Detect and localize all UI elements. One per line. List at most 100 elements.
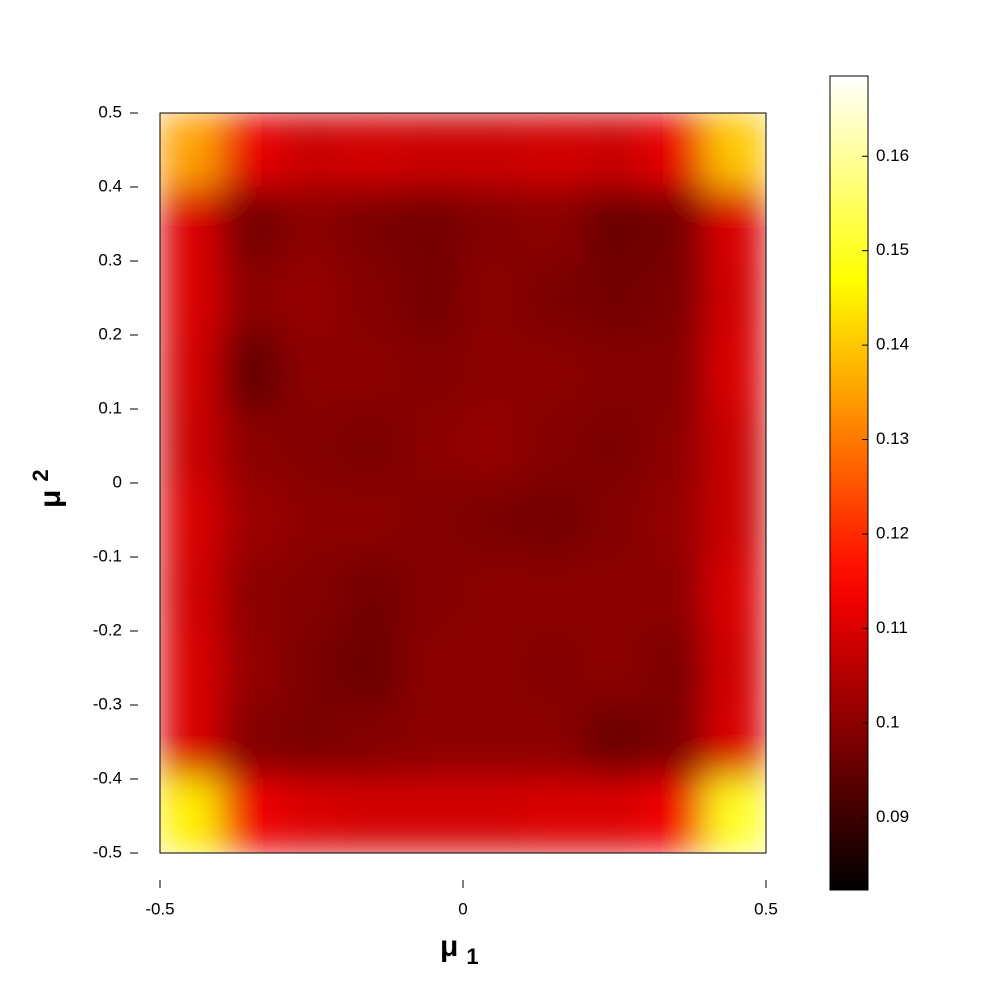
colorbar-tick-label: 0.16 [876, 146, 909, 165]
heatmap-cell [220, 482, 282, 558]
heatmap-cell [341, 704, 403, 780]
heatmap-cell [280, 704, 343, 780]
x-label-subscript: 1 [466, 944, 478, 969]
x-tick-label: 0 [458, 899, 467, 918]
heatmap-cell [704, 186, 766, 262]
heatmap-cell [341, 408, 403, 484]
y-tick-label: 0.3 [98, 250, 122, 269]
heatmap-cell [160, 186, 222, 262]
heatmap-cell [280, 482, 343, 558]
heatmap-cell [160, 334, 222, 410]
heatmap-cell [583, 778, 646, 853]
heatmap-cell [280, 408, 343, 484]
heatmap-cell [220, 260, 282, 336]
heatmap-cell [341, 482, 403, 558]
heatmap-area [160, 113, 766, 853]
y-label-subscript: 2 [28, 469, 53, 481]
heatmap-cell [280, 556, 343, 632]
heatmap-cell [704, 260, 766, 336]
heatmap-cell [341, 260, 403, 336]
heatmap-cell [401, 186, 464, 262]
y-label-symbol: μ [34, 490, 67, 508]
heatmap-cell [704, 778, 766, 853]
y-tick-label: 0.2 [98, 324, 122, 343]
heatmap-cell [644, 630, 706, 706]
heatmap-cell [704, 630, 766, 706]
heatmap-cell [462, 334, 525, 410]
y-tick-label: 0.4 [98, 176, 122, 195]
heatmap-cell [462, 408, 525, 484]
heatmap-cell [704, 556, 766, 632]
heatmap-cell [160, 778, 222, 853]
heatmap-cell [280, 630, 343, 706]
y-tick-label: 0 [113, 472, 122, 491]
heatmap-cell [523, 630, 585, 706]
heatmap-cell [644, 113, 706, 188]
heatmap-cell [704, 408, 766, 484]
heatmap-cell [704, 334, 766, 410]
y-tick-label: -0.2 [93, 620, 122, 639]
colorbar-tick-label: 0.11 [876, 618, 908, 637]
y-tick-label: 0.5 [98, 102, 122, 121]
heatmap-cell [704, 482, 766, 558]
heatmap-cell [523, 482, 585, 558]
heatmap-cell [341, 113, 403, 188]
heatmap-cell [160, 556, 222, 632]
heatmap-cell [280, 186, 343, 262]
y-tick-label: -0.1 [93, 546, 122, 565]
heatmap-cell [583, 186, 646, 262]
heatmap-cell [220, 113, 282, 188]
y-axis-label: μ2 [28, 469, 67, 508]
heatmap-cell [160, 482, 222, 558]
heatmap-cell [462, 482, 525, 558]
heatmap-cell [583, 260, 646, 336]
heatmap-cell [523, 704, 585, 780]
heatmap-cell [401, 408, 464, 484]
colorbar [829, 75, 869, 891]
heatmap-cell [341, 778, 403, 853]
heatmap-cell [704, 113, 766, 188]
colorbar-tick-label: 0.15 [876, 240, 909, 259]
heatmap-cell [220, 630, 282, 706]
heatmap [160, 113, 766, 853]
heatmap-cell [523, 408, 585, 484]
x-label-symbol: μ [440, 930, 458, 963]
heatmap-cell [280, 260, 343, 336]
heatmap-cell [583, 408, 646, 484]
heatmap-cell [220, 334, 282, 410]
colorbar-tick-label: 0.12 [876, 523, 909, 542]
heatmap-cell [644, 408, 706, 484]
heatmap-cell [523, 186, 585, 262]
heatmap-cell [644, 334, 706, 410]
heatmap-cell [220, 778, 282, 853]
colorbar-tick-label: 0.13 [876, 429, 909, 448]
heatmap-cell [220, 704, 282, 780]
heatmap-cell [644, 482, 706, 558]
heatmap-cell [644, 260, 706, 336]
heatmap-cell [462, 260, 525, 336]
heatmap-cell [644, 186, 706, 262]
heatmap-cell [220, 556, 282, 632]
heatmap-cell [583, 113, 646, 188]
colorbar-tick-label: 0.14 [876, 335, 909, 354]
y-tick-label: -0.4 [93, 768, 122, 787]
heatmap-cell [341, 630, 403, 706]
heatmap-cell [462, 556, 525, 632]
heatmap-cell [341, 186, 403, 262]
heatmap-cell [462, 630, 525, 706]
heatmap-cell [280, 778, 343, 853]
heatmap-cell [583, 630, 646, 706]
heatmap-cell [462, 778, 525, 853]
heatmap-cell [220, 186, 282, 262]
heatmap-cell [401, 778, 464, 853]
heatmap-cell [160, 113, 222, 188]
y-tick-label: -0.3 [93, 694, 122, 713]
heatmap-cell [401, 334, 464, 410]
heatmap-cell [160, 704, 222, 780]
heatmap-cell [644, 704, 706, 780]
heatmap-cell [462, 186, 525, 262]
y-tick-label: -0.5 [93, 842, 122, 861]
heatmap-cell [523, 334, 585, 410]
